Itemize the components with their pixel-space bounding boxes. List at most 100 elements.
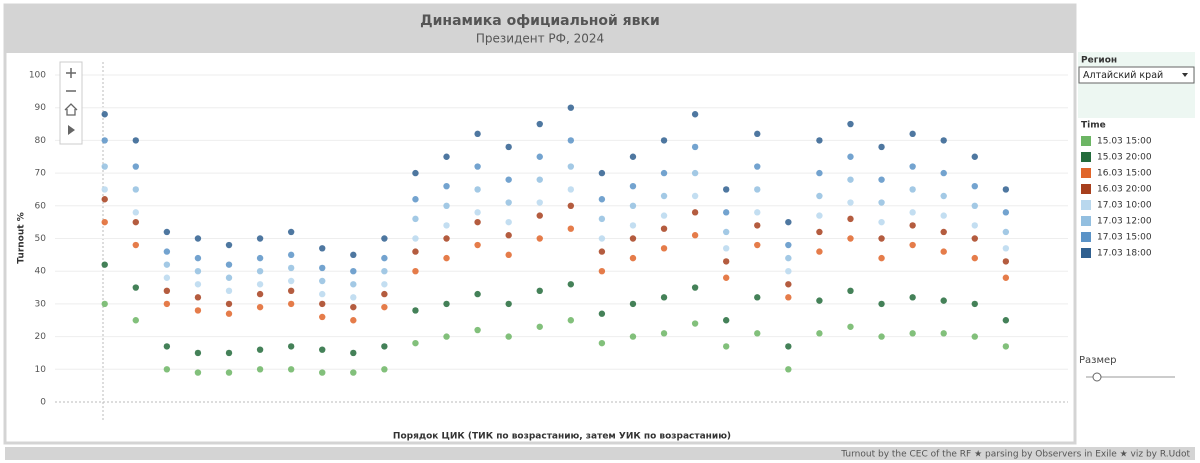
point (940, 169, 947, 177)
point (722, 317, 730, 324)
point (722, 209, 730, 216)
point (163, 287, 171, 295)
point (598, 196, 606, 203)
legend-swatch (1081, 216, 1091, 226)
size-label: Размер (1079, 355, 1117, 366)
point (287, 366, 295, 373)
point (971, 202, 978, 209)
point (287, 251, 295, 259)
point (381, 290, 388, 298)
point (598, 339, 606, 347)
x-axis-label: Порядок ЦИК (ТИК по возрастанию, затем У… (393, 432, 731, 442)
point (785, 254, 792, 262)
point (816, 212, 823, 219)
point (754, 294, 761, 301)
zoom-in[interactable] (66, 68, 76, 78)
point (381, 366, 388, 373)
point (350, 281, 357, 288)
point (878, 235, 885, 242)
point (256, 235, 264, 242)
point (101, 218, 108, 226)
point (101, 111, 108, 118)
point (536, 176, 543, 183)
point (722, 274, 730, 281)
point (691, 284, 699, 291)
chart-frame (3, 3, 1077, 445)
point (256, 303, 264, 311)
legend-swatch (1081, 200, 1091, 210)
y-tick-label: 100 (29, 71, 46, 81)
point (629, 222, 637, 229)
point (412, 196, 419, 203)
point (350, 349, 357, 357)
point (660, 225, 668, 232)
region-dropdown[interactable]: Алтайский край (1078, 66, 1195, 84)
point (940, 137, 947, 144)
point (1002, 228, 1010, 236)
legend-label: 16.03 20:00 (1097, 185, 1152, 195)
point (909, 222, 916, 229)
point (101, 261, 108, 268)
point (256, 346, 264, 353)
point (132, 284, 139, 291)
y-tick-label: 40 (35, 267, 47, 277)
point (163, 343, 171, 350)
point (816, 248, 823, 255)
point (909, 163, 916, 170)
point (132, 163, 139, 170)
point (443, 202, 450, 209)
point (505, 251, 512, 259)
legend-swatch (1081, 136, 1091, 146)
point (691, 169, 699, 177)
point (1002, 245, 1010, 252)
point (536, 120, 543, 128)
point (660, 192, 668, 200)
legend-swatch (1081, 184, 1091, 194)
point (443, 235, 450, 242)
point (194, 307, 202, 314)
footer: Turnout by the CEC of the RF ★ parsing b… (840, 450, 1190, 460)
point (785, 366, 792, 373)
point (536, 323, 543, 330)
point (971, 182, 978, 190)
point (350, 303, 357, 311)
pan-toggle[interactable] (68, 125, 75, 135)
zoom-home[interactable] (64, 103, 78, 116)
point (194, 294, 202, 301)
point (505, 218, 512, 226)
point (536, 212, 543, 219)
point (474, 186, 481, 193)
point (225, 369, 233, 376)
point (629, 235, 637, 242)
point (1002, 317, 1010, 324)
point (194, 235, 202, 242)
point (412, 268, 419, 275)
point (878, 143, 885, 151)
point (909, 330, 916, 337)
point (816, 192, 823, 200)
point (722, 245, 730, 252)
point (443, 300, 450, 308)
point (971, 254, 978, 262)
point (350, 268, 357, 275)
point (225, 241, 233, 249)
point (536, 287, 543, 295)
zoom-controls (59, 61, 83, 145)
size-slider[interactable] (1086, 372, 1175, 382)
legend-swatch (1081, 232, 1091, 242)
point (754, 163, 761, 170)
point (754, 222, 761, 229)
point (381, 235, 388, 242)
point (785, 241, 792, 249)
point (598, 248, 606, 255)
point (194, 268, 202, 275)
legend-title: Time (1081, 121, 1106, 131)
point (816, 137, 823, 144)
point (847, 235, 854, 242)
point (629, 153, 637, 160)
point (940, 192, 947, 200)
point (350, 369, 357, 376)
point (381, 268, 388, 275)
point (785, 343, 792, 350)
point (412, 307, 419, 314)
